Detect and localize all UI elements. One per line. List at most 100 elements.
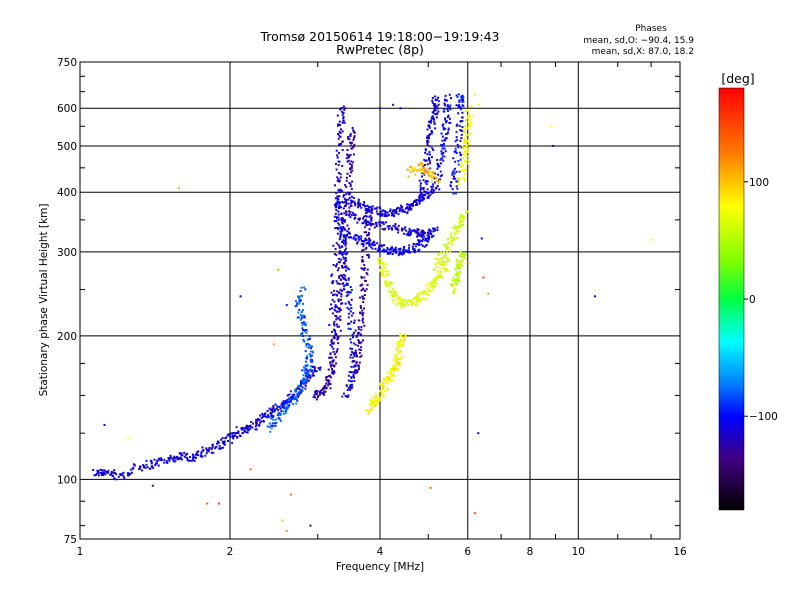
data-point [351, 380, 354, 383]
data-point [432, 104, 435, 107]
data-point [456, 143, 459, 146]
data-point [345, 291, 348, 294]
data-point [422, 297, 425, 300]
data-point [309, 368, 312, 371]
data-point [226, 434, 229, 437]
data-point [352, 196, 355, 199]
data-point [393, 294, 396, 297]
data-point [421, 168, 424, 171]
data-point [381, 272, 384, 275]
data-point [447, 258, 450, 261]
data-point [343, 108, 346, 111]
data-point [425, 183, 428, 186]
data-point [159, 459, 162, 462]
data-point [451, 243, 454, 246]
data-point [278, 405, 281, 408]
data-point [370, 404, 373, 407]
data-point [305, 355, 308, 358]
data-point [453, 172, 456, 175]
data-point [289, 398, 292, 401]
data-point [425, 136, 428, 139]
data-point [397, 351, 400, 354]
data-point [369, 243, 372, 246]
data-point [362, 248, 365, 251]
data-point [201, 455, 204, 458]
data-point [260, 420, 263, 423]
data-point [94, 473, 97, 476]
data-point [435, 283, 438, 286]
data-point [438, 260, 441, 263]
data-point [432, 148, 435, 151]
data-point [436, 107, 439, 110]
data-point [267, 415, 270, 418]
data-point [196, 451, 199, 454]
data-point [202, 448, 205, 451]
data-point [350, 376, 353, 379]
data-point [418, 292, 421, 295]
data-point [443, 110, 446, 113]
data-point [349, 380, 352, 383]
data-point [349, 356, 352, 359]
data-point [366, 273, 369, 276]
data-point [376, 401, 379, 404]
data-point [432, 281, 435, 284]
data-point [400, 205, 403, 208]
data-point [300, 382, 303, 385]
data-point [444, 267, 447, 270]
data-point [332, 294, 335, 297]
data-point [347, 154, 350, 157]
data-point [376, 242, 379, 245]
data-point [358, 332, 361, 335]
data-point [296, 399, 299, 402]
data-point [311, 350, 314, 353]
data-point [336, 294, 339, 297]
data-point [330, 303, 333, 306]
data-point [460, 260, 463, 263]
data-point [368, 208, 371, 211]
data-points [92, 93, 653, 532]
data-point [431, 96, 434, 99]
data-point [163, 461, 166, 464]
data-point [434, 175, 437, 178]
data-point [260, 416, 263, 419]
data-point [452, 290, 455, 293]
data-point [458, 221, 461, 224]
data-point [452, 292, 455, 295]
data-point [338, 245, 341, 248]
data-point [375, 207, 378, 210]
outlier-point [272, 343, 275, 346]
data-point [350, 214, 353, 217]
data-point [267, 414, 270, 417]
data-point [459, 158, 462, 161]
data-point [285, 403, 288, 406]
data-point [335, 220, 338, 223]
data-point [427, 237, 430, 240]
data-point [178, 452, 181, 455]
data-point [279, 405, 282, 408]
data-point [401, 336, 404, 339]
data-point [421, 196, 424, 199]
data-point [295, 395, 298, 398]
data-point [364, 247, 367, 250]
data-point [344, 266, 347, 269]
data-point [459, 250, 462, 253]
data-point [373, 243, 376, 246]
data-point [122, 471, 125, 474]
data-point [353, 331, 356, 334]
data-point [463, 125, 466, 128]
data-point [347, 198, 350, 201]
data-point [456, 265, 459, 268]
data-point [422, 198, 425, 201]
data-point [366, 210, 369, 213]
data-point [357, 365, 360, 368]
data-point [406, 303, 409, 306]
data-point [347, 293, 350, 296]
data-point [462, 128, 465, 131]
data-point [127, 472, 130, 475]
data-point [367, 208, 370, 211]
data-point [110, 473, 113, 476]
data-point [340, 232, 343, 235]
data-point [441, 157, 444, 160]
data-point [361, 258, 364, 261]
data-point [330, 291, 333, 294]
